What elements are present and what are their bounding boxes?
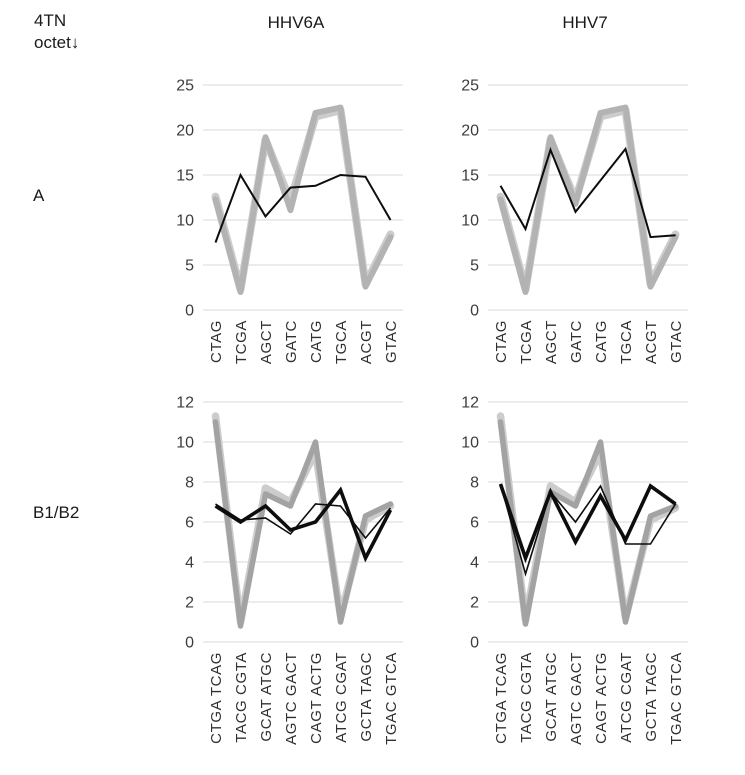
x-category-label: CTAG xyxy=(493,320,510,363)
x-category-label: GCTA TAGC xyxy=(358,652,375,742)
y-tick-label: 5 xyxy=(470,258,479,275)
y-tick-label: 25 xyxy=(176,78,194,95)
x-category-label: GCAT ATGC xyxy=(543,652,560,742)
y-tick-label: 2 xyxy=(470,595,479,612)
y-tick-label: 6 xyxy=(185,515,194,532)
column-header-hhv6a: HHV6A xyxy=(267,13,325,32)
series-line-hhv7-black xyxy=(499,146,676,239)
y-tick-label: 15 xyxy=(176,168,194,185)
y-tick-label: 15 xyxy=(461,168,479,185)
x-category-label: TACG CGTA xyxy=(233,652,250,743)
y-tick-label: 2 xyxy=(185,595,194,612)
x-category-label: AGCT xyxy=(543,320,560,364)
x-category-label: AGTC GACT xyxy=(568,652,585,745)
x-category-label: CATG xyxy=(308,320,325,363)
y-tick-label: 6 xyxy=(470,515,479,532)
x-category-label: TGCA xyxy=(333,320,350,364)
x-category-label: TGCA xyxy=(618,320,635,364)
column-header-hhv7: HHV7 xyxy=(562,13,608,32)
series-line-b-thin-black xyxy=(499,483,677,577)
row-label-a: A xyxy=(33,186,45,205)
x-category-label: TGAC GTCA xyxy=(668,652,685,745)
y-tick-label: 20 xyxy=(461,123,479,140)
x-category-label: GCTA TAGC xyxy=(643,652,660,742)
y-tick-label: 25 xyxy=(461,78,479,95)
chart-panel-A-HHV6A: 0 5 10 15 20 25 CTAG TCGA AGCT GATC CATG TGCA ACGT GT… xyxy=(176,78,403,364)
series-line-b-thick-black xyxy=(498,483,677,564)
series-line-reference-dark-gray xyxy=(212,104,394,295)
y-tick-label: 10 xyxy=(176,213,194,230)
x-category-label: GATC xyxy=(568,320,585,363)
chart-panel-B1B2-HHV6A: 0 2 4 6 8 10 12 CTGA TCAG TACG CGTA GCAT ATGC AGTC… xyxy=(176,395,403,745)
x-category-label: GATC xyxy=(283,320,300,363)
chart-panel-A-HHV7: 0 5 10 15 20 25 CTAG TCGA AGCT GATC CATG TGCA ACGT GT… xyxy=(461,78,688,364)
x-category-label: GTAC xyxy=(668,320,685,363)
x-category-label: ACGT xyxy=(643,320,660,364)
x-category-label: CAGT ACTG xyxy=(593,652,610,744)
x-category-label: CTGA TCAG xyxy=(493,652,510,744)
y-tick-label: 4 xyxy=(185,555,194,572)
y-tick-label: 8 xyxy=(185,475,194,492)
y-tick-label: 10 xyxy=(461,435,479,452)
y-tick-label: 0 xyxy=(470,303,479,320)
chart-panel-B1B2-HHV7: 0 2 4 6 8 10 12 CTGA TCAG TACG CGTA GCAT ATGC AGTC… xyxy=(461,395,688,745)
corner-label-line1: 4TN xyxy=(34,11,67,30)
x-category-label: CATG xyxy=(593,320,610,363)
x-category-label: AGCT xyxy=(258,320,275,364)
y-tick-label: 8 xyxy=(470,475,479,492)
y-tick-label: 4 xyxy=(470,555,479,572)
y-tick-label: 10 xyxy=(461,213,479,230)
x-category-label: TACG CGTA xyxy=(518,652,535,743)
x-category-label: TCGA xyxy=(518,320,535,364)
row-label-b1b2: B1/B2 xyxy=(33,503,80,522)
y-tick-label: 0 xyxy=(185,635,194,652)
series-line-reference-dark-gray xyxy=(497,104,679,295)
x-category-label: CAGT ACTG xyxy=(308,652,325,744)
series-line-hhv6a-black xyxy=(214,172,392,243)
y-tick-label: 20 xyxy=(176,123,194,140)
x-category-label: ATCG CGAT xyxy=(333,652,350,743)
x-category-label: GTAC xyxy=(383,320,400,363)
x-category-label: GCAT ATGC xyxy=(258,652,275,742)
corner-label: 4TN octet↓ xyxy=(34,10,79,54)
x-category-label: TGAC GTCA xyxy=(383,652,400,745)
x-category-label: CTGA TCAG xyxy=(208,652,225,744)
y-tick-label: 0 xyxy=(470,635,479,652)
y-tick-label: 0 xyxy=(185,303,194,320)
x-category-label: ATCG CGAT xyxy=(618,652,635,743)
y-tick-label: 12 xyxy=(176,395,194,412)
series-line-reference-dark-gray xyxy=(497,419,679,627)
x-category-label: AGTC GACT xyxy=(283,652,300,745)
x-category-label: TCGA xyxy=(233,320,250,364)
x-category-label: CTAG xyxy=(208,320,225,363)
y-tick-label: 10 xyxy=(176,435,194,452)
y-tick-label: 12 xyxy=(461,395,479,412)
series-line-b-thin-black xyxy=(215,503,392,540)
corner-label-line2: octet↓ xyxy=(34,33,80,52)
y-tick-label: 5 xyxy=(185,258,194,275)
x-category-label: ACGT xyxy=(358,320,375,364)
